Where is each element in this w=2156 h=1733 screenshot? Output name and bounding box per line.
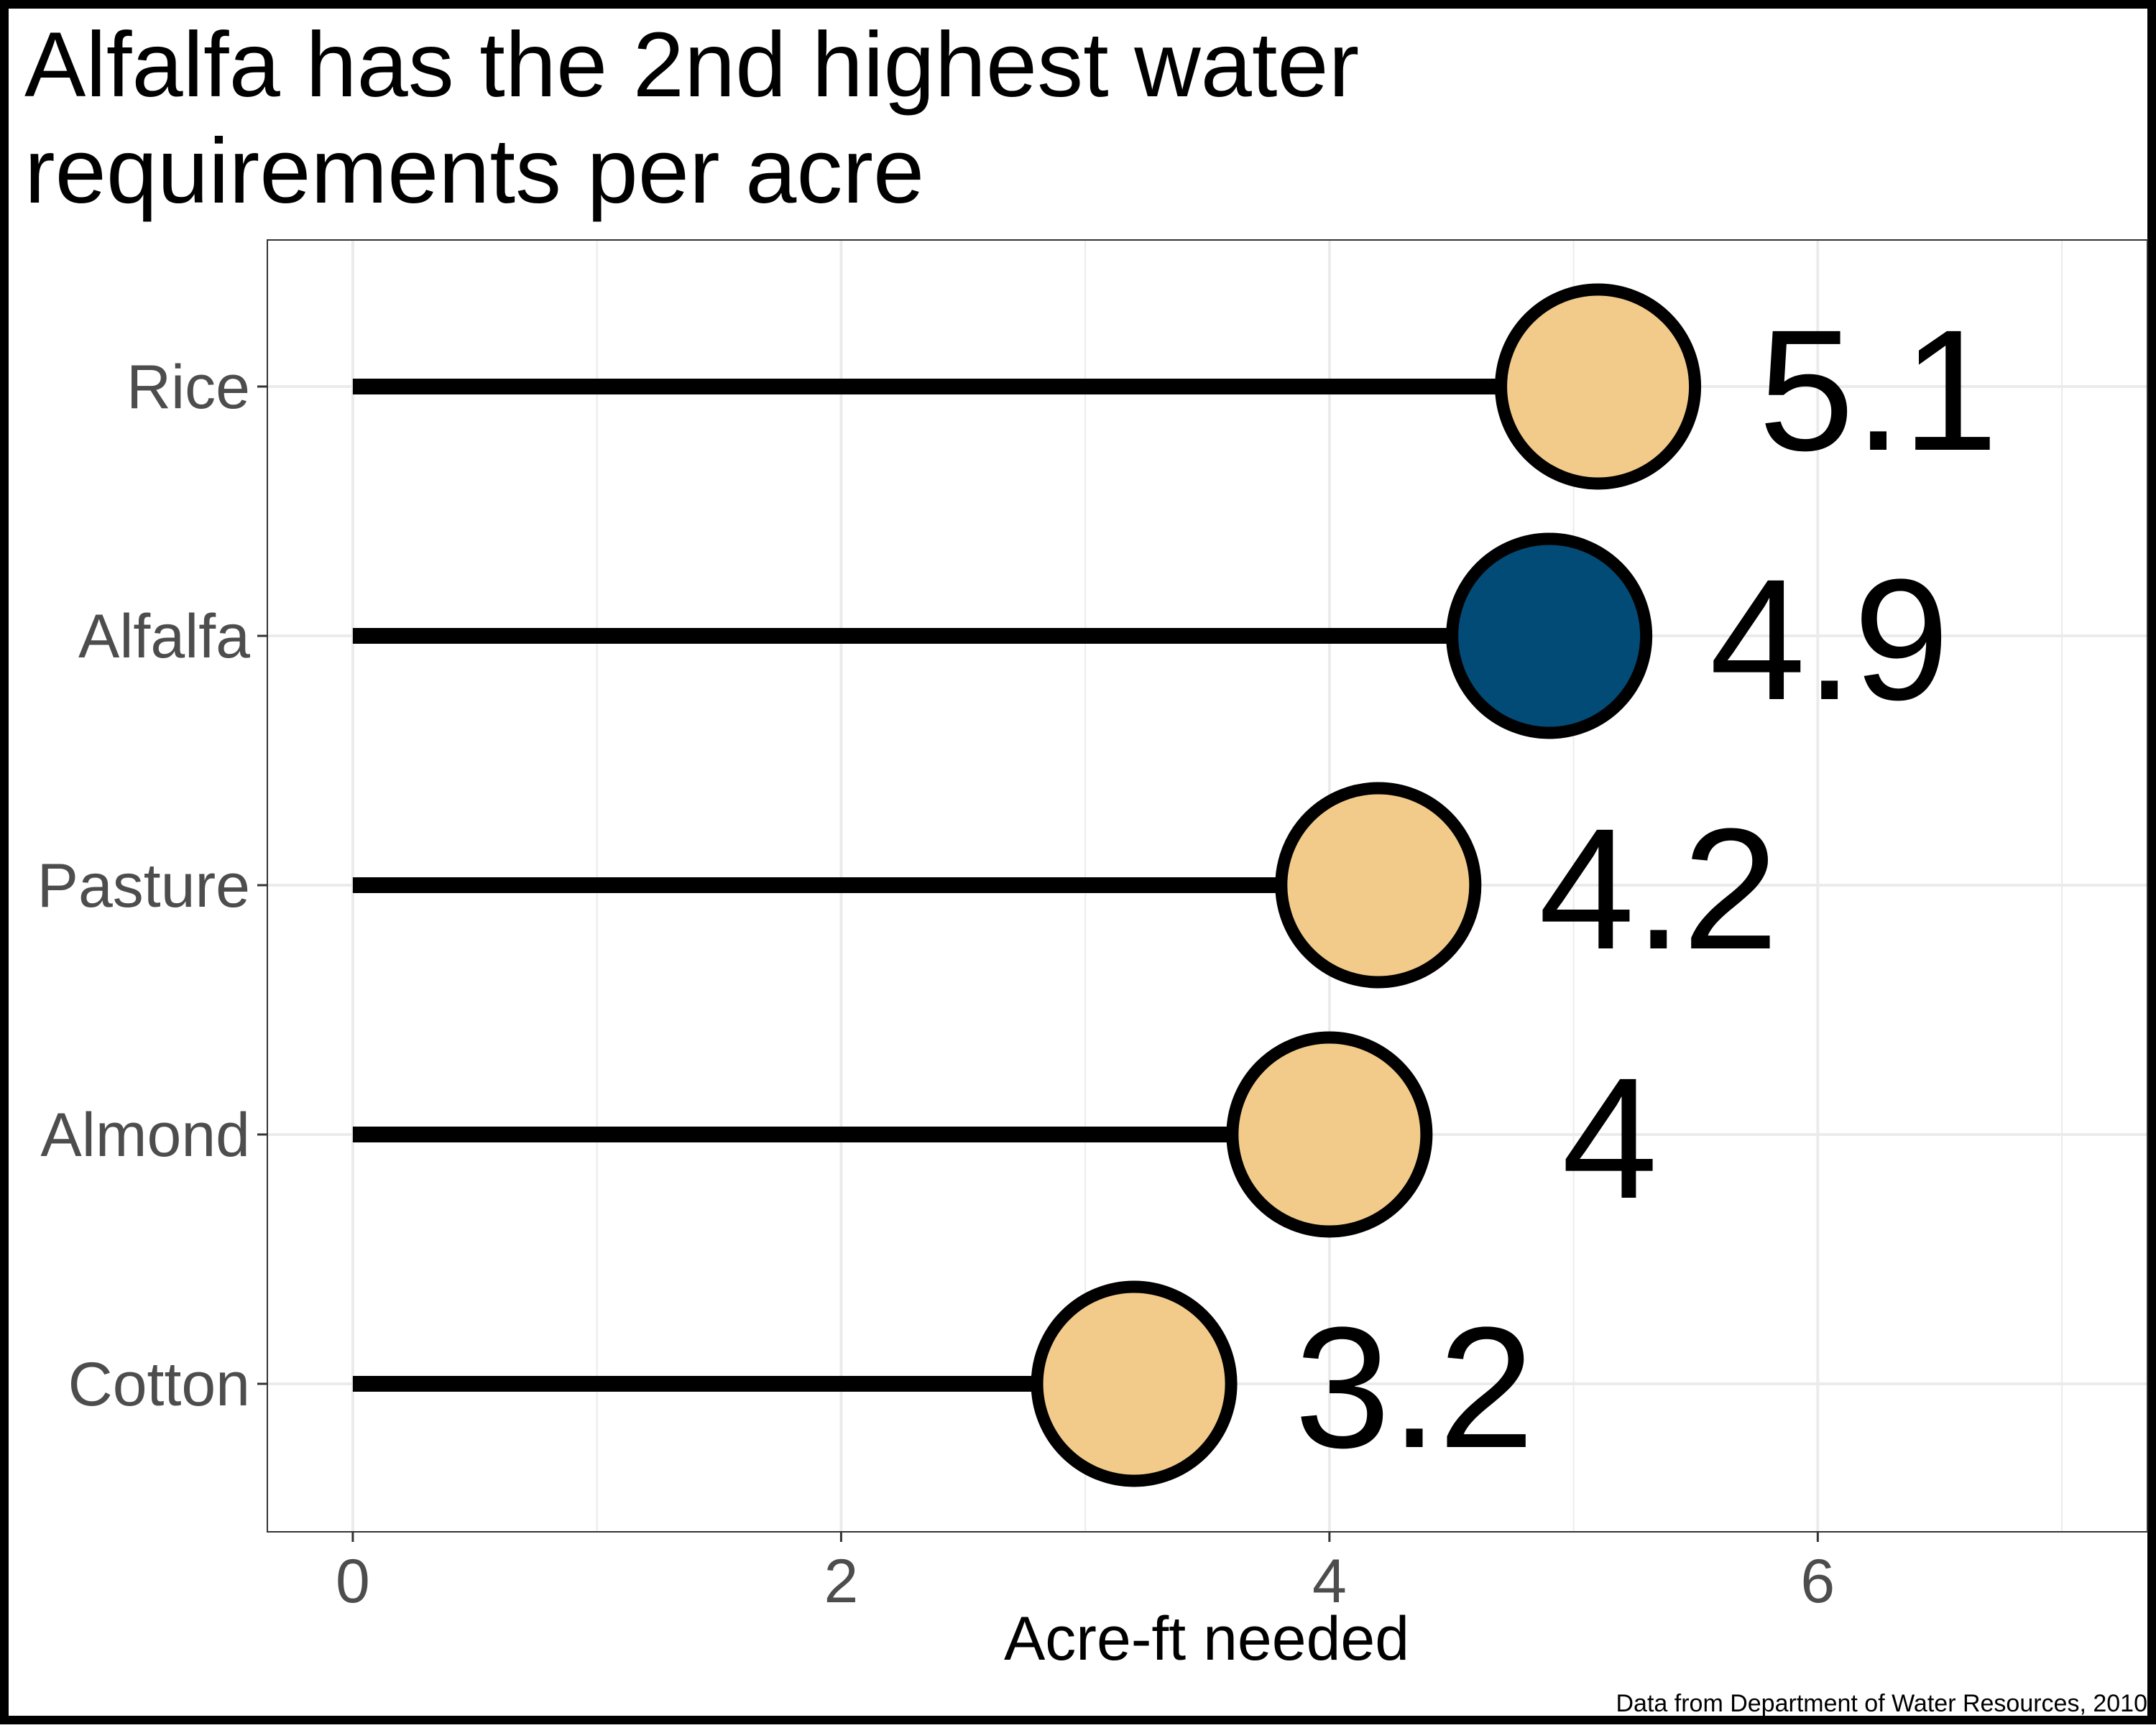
x-tick-label: 4 [1312, 1547, 1347, 1616]
x-axis-title: Acre-ft needed [1004, 1604, 1409, 1673]
value-label: 5.1 [1759, 294, 1999, 486]
lollipop-dot [1031, 1280, 1238, 1487]
axes: 0 2 4 6 Rice Alfalfa Pasture Almond Cotton [37, 353, 1835, 1616]
category-label: Rice [126, 353, 250, 422]
lollipop-dot [1446, 532, 1653, 739]
lollipop-dot [1495, 283, 1702, 490]
value-label: 4.9 [1710, 543, 1950, 736]
x-tick-label: 2 [824, 1547, 858, 1616]
category-label: Almond [40, 1101, 250, 1170]
x-tick-label: 0 [336, 1547, 370, 1616]
category-label: Cotton [68, 1350, 250, 1419]
category-label: Alfalfa [78, 602, 250, 671]
lollipop-dot [1226, 1031, 1433, 1238]
x-tick-label: 6 [1800, 1547, 1835, 1616]
category-label: Pasture [37, 851, 250, 920]
source-caption: Data from Department of Water Resources,… [1616, 1690, 2148, 1717]
chart-title-line-1: Alfalfa has the 2nd highest water [24, 14, 1359, 116]
lollipop-chart: Alfalfa has the 2nd highest water requir… [24, 14, 2148, 1717]
value-label: 4 [1562, 1042, 1657, 1234]
value-label: 3.2 [1294, 1291, 1534, 1484]
lollipop-dot [1275, 782, 1482, 989]
lollipop-marks: 5.1 4.9 4.2 43.2 [352, 283, 1999, 1487]
value-label: 4.2 [1539, 792, 1779, 985]
chart-title-line-2: requirements per acre [24, 120, 924, 223]
